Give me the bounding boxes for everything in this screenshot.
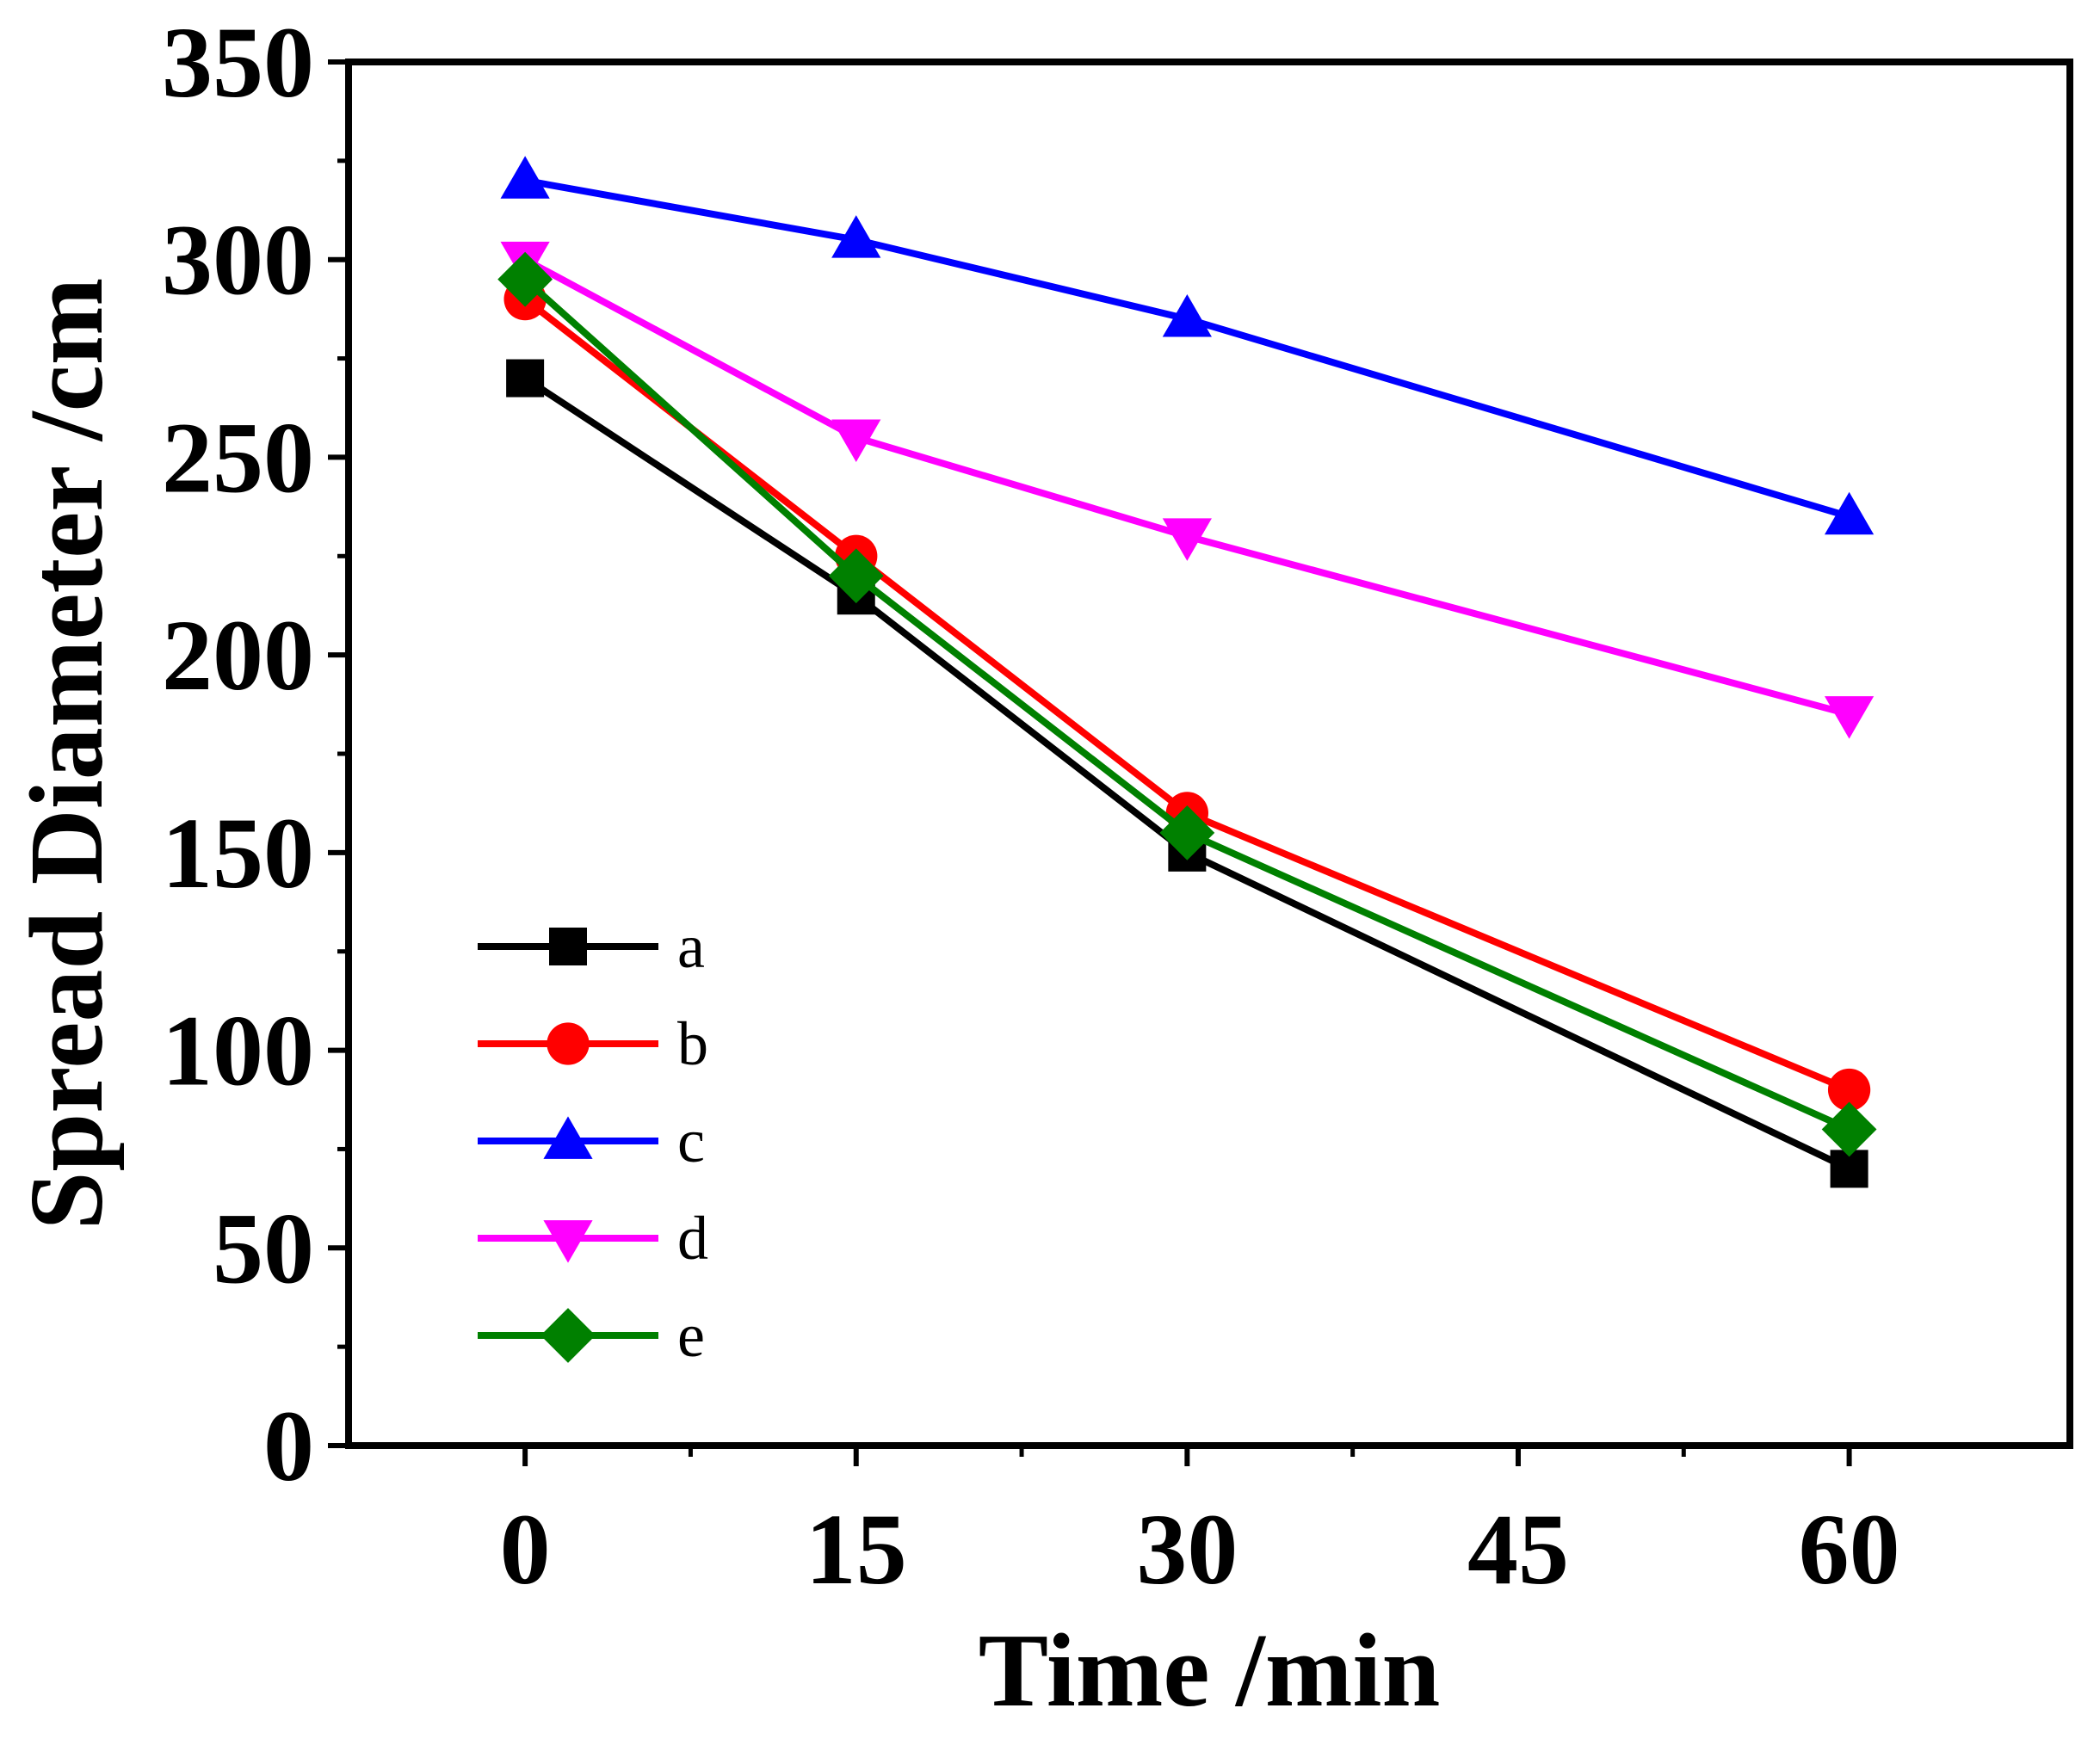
data-point-c [500, 156, 550, 199]
data-point-e [828, 548, 884, 604]
y-tick-label: 50 [213, 1192, 314, 1304]
series-b [503, 278, 1871, 1112]
legend-item-a: a [478, 912, 705, 981]
legend-label: a [677, 912, 705, 981]
data-point-e [1159, 805, 1215, 860]
legend-item-c: c [478, 1107, 705, 1175]
legend-label: c [677, 1107, 705, 1175]
legend-label: b [677, 1009, 708, 1078]
series-e [497, 251, 1877, 1157]
data-point-a [506, 359, 545, 398]
data-point-c [831, 215, 881, 258]
ticks-layer: 0 50 100 150 200 250 300 350 0 15 30 45 60 [162, 6, 1900, 1606]
data-point-d [831, 419, 881, 463]
x-axis-title: Time /min [979, 1613, 1441, 1729]
x-tick-label: 60 [1799, 1493, 1900, 1606]
x-tick-label: 30 [1136, 1493, 1238, 1606]
legend-label: d [677, 1204, 708, 1273]
series-layer [497, 156, 1877, 1188]
data-point-d [1824, 696, 1875, 739]
y-tick-label: 200 [162, 599, 314, 712]
legend-item-b: b [478, 1009, 708, 1078]
y-tick-label: 250 [162, 401, 314, 514]
legend-item-e: e [478, 1301, 705, 1370]
y-tick-label: 0 [263, 1390, 314, 1502]
series-line-d [523, 256, 1850, 718]
series-line-e [522, 276, 1851, 1133]
series-c [500, 156, 1875, 535]
data-point-e [1821, 1101, 1877, 1157]
series-line-b [522, 296, 1851, 1094]
series-a [506, 359, 1868, 1188]
series-line-c [524, 176, 1850, 521]
series-line-a [522, 375, 1851, 1173]
x-tick-label: 15 [806, 1493, 907, 1606]
x-tick-label: 0 [500, 1493, 551, 1606]
legend-swatch-marker [540, 1308, 596, 1363]
legend-swatch-marker [547, 1022, 590, 1065]
legend-item-d: d [478, 1204, 708, 1273]
data-point-c [1824, 491, 1875, 535]
legend-label: e [677, 1301, 705, 1370]
legend-swatch-marker [543, 1116, 593, 1159]
legend-swatch-marker [549, 928, 587, 965]
y-tick-label: 350 [162, 6, 314, 119]
data-point-d [1162, 518, 1212, 561]
y-tick-label: 100 [162, 995, 314, 1107]
y-tick-label: 150 [162, 797, 314, 910]
data-point-c [1162, 294, 1212, 337]
y-tick-label: 300 [162, 204, 314, 317]
data-point-b [1827, 1068, 1871, 1112]
data-point-e [497, 251, 553, 307]
x-tick-label: 45 [1467, 1493, 1569, 1606]
y-axis-title: Spread Diameter /cm [9, 278, 125, 1230]
legend-swatch-marker [543, 1220, 593, 1263]
